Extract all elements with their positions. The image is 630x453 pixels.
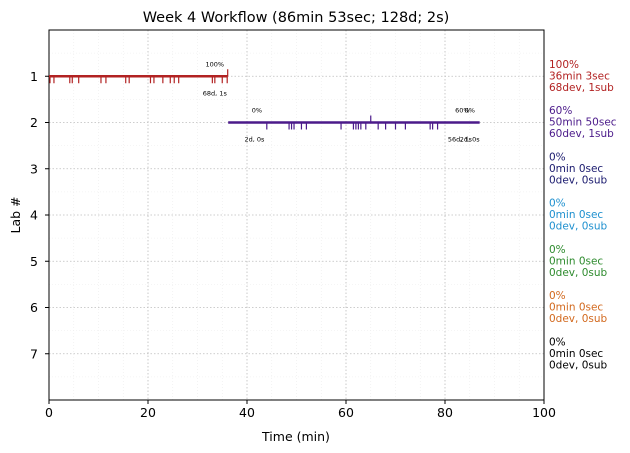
x-axis-label: Time (min): [261, 429, 330, 444]
lab-7-summary-line: 0%: [549, 336, 566, 348]
lab-3-summary-line: 0%: [549, 151, 566, 163]
x-tick-label: 20: [140, 405, 156, 420]
y-tick-label: 4: [30, 208, 38, 223]
lab-2-summary-line: 60%: [549, 105, 572, 117]
x-tick-label: 60: [338, 405, 354, 420]
y-tick-label: 2: [30, 115, 38, 130]
lab-1-annotation: 100%: [206, 60, 225, 68]
lab-2-annotation: 56d, 1s: [448, 136, 473, 144]
lab-4-summary-line: 0%: [549, 198, 566, 210]
lab-2-annotation: 2d, 0s: [244, 136, 265, 144]
chart-title: Week 4 Workflow (86min 53sec; 128d; 2s): [143, 10, 450, 26]
lab-7-summary-line: 0dev, 0sub: [549, 359, 608, 371]
lab-2-annotation: 60%: [455, 107, 469, 115]
x-tick-label: 80: [437, 405, 453, 420]
lab-1-annotation: 68d, 1s: [203, 89, 228, 97]
lab-6-summary-line: 0dev, 0sub: [549, 313, 608, 325]
y-tick-label: 6: [30, 300, 38, 315]
y-tick-label: 7: [30, 346, 38, 361]
x-tick-label: 100: [532, 405, 556, 420]
lab-2-annotation: 0%: [465, 107, 475, 115]
y-tick-label: 3: [30, 161, 38, 176]
lab-2-annotation: 0%: [252, 107, 262, 115]
lab-3-summary-line: 0dev, 0sub: [549, 174, 608, 186]
lab-5-summary-line: 0min 0sec: [549, 255, 603, 267]
lab-5-summary-line: 0%: [549, 244, 566, 256]
lab-2-annotation: 2d, 0s: [460, 136, 481, 144]
lab-6-summary-line: 0min 0sec: [549, 302, 603, 314]
lab-4-summary-line: 0dev, 0sub: [549, 221, 608, 233]
lab-2-summary-line: 50min 50sec: [549, 117, 617, 129]
y-axis-label: Lab #: [8, 196, 23, 233]
lab-6-summary-line: 0%: [549, 290, 566, 302]
lab-3-summary-line: 0min 0sec: [549, 163, 603, 175]
lab-1-summary-line: 68dev, 1sub: [549, 82, 614, 94]
y-tick-label: 5: [30, 254, 38, 269]
lab-2-summary-line: 60dev, 1sub: [549, 128, 614, 140]
lab-4-summary-line: 0min 0sec: [549, 209, 603, 221]
lab-1-summary-line: 36min 3sec: [549, 70, 610, 82]
lab-1-summary-line: 100%: [549, 59, 579, 71]
x-tick-label: 40: [239, 405, 255, 420]
lab-7-summary-line: 0min 0sec: [549, 348, 603, 360]
x-tick-label: 0: [45, 405, 53, 420]
lab-5-summary-line: 0dev, 0sub: [549, 267, 608, 279]
y-tick-label: 1: [30, 69, 38, 84]
